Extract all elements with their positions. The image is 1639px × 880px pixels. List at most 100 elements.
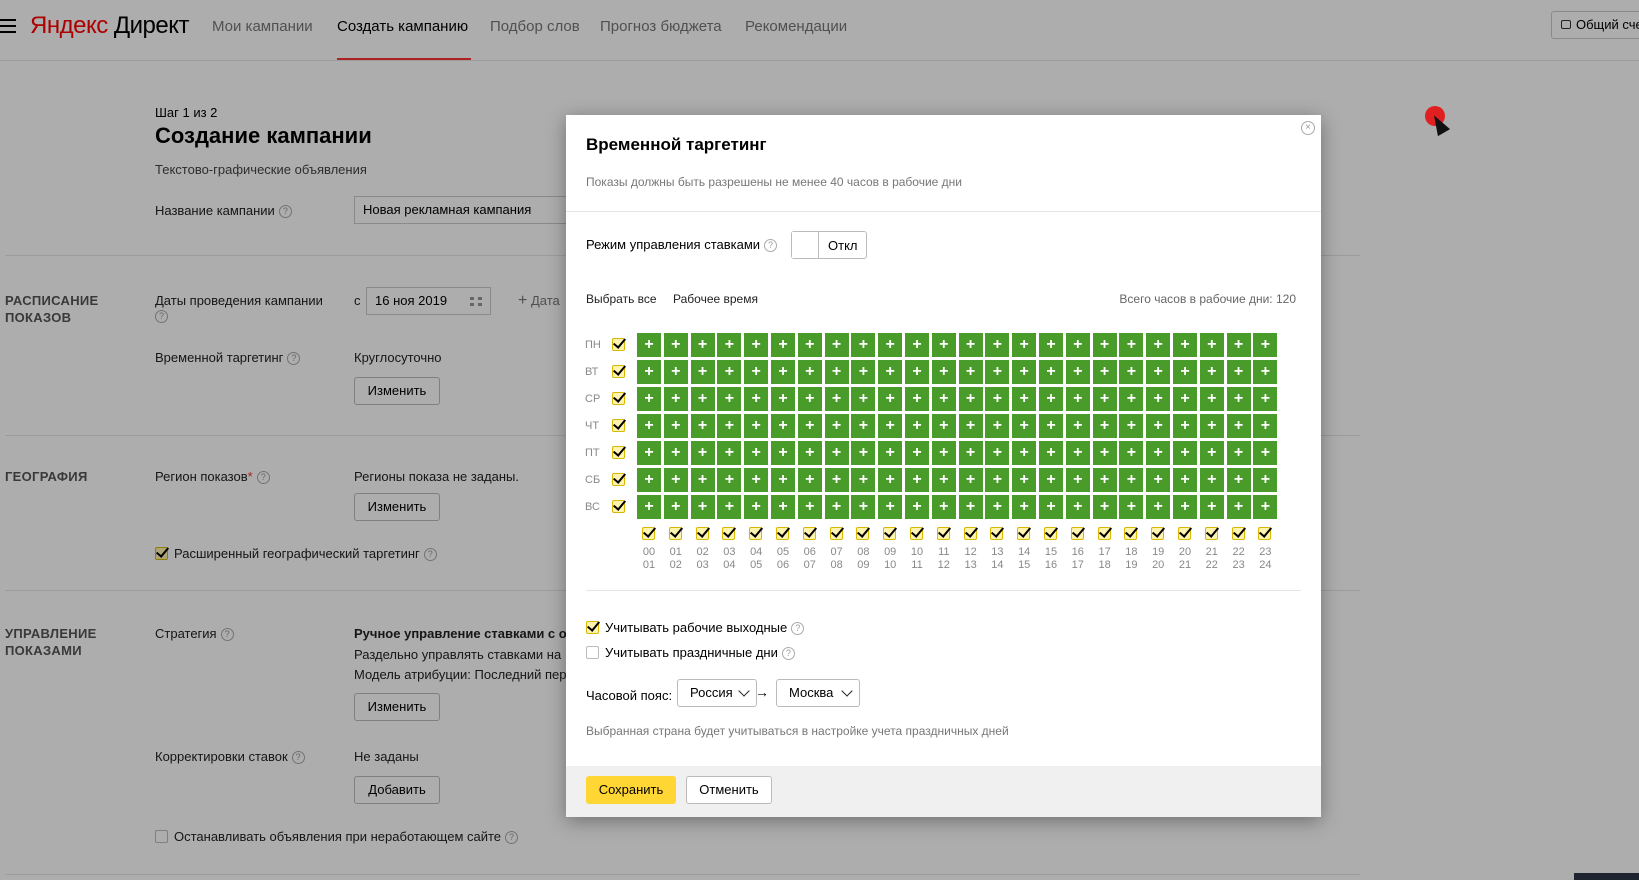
- country-select[interactable]: Россия: [677, 679, 757, 707]
- campaign-name-input[interactable]: Новая рекламная кампания: [354, 196, 584, 224]
- calendar-icon[interactable]: [470, 297, 482, 306]
- schedule-cell[interactable]: +: [1252, 440, 1279, 466]
- schedule-cell[interactable]: +: [662, 386, 689, 412]
- bid-mode-toggle[interactable]: Откл: [791, 231, 867, 259]
- schedule-cell[interactable]: +: [877, 386, 904, 412]
- schedule-cell[interactable]: +: [689, 467, 716, 493]
- schedule-cell[interactable]: +: [904, 359, 930, 385]
- select-all-link[interactable]: Выбрать все: [586, 292, 657, 306]
- schedule-cell[interactable]: +: [1038, 332, 1064, 358]
- schedule-cell[interactable]: +: [743, 467, 770, 493]
- schedule-cell[interactable]: +: [877, 413, 904, 439]
- schedule-cell[interactable]: +: [689, 386, 716, 412]
- day-checkbox[interactable]: [612, 338, 625, 351]
- schedule-cell[interactable]: +: [1038, 413, 1064, 439]
- schedule-cell[interactable]: +: [850, 467, 877, 493]
- hour-checkbox[interactable]: [802, 527, 816, 540]
- schedule-cell[interactable]: +: [743, 386, 770, 412]
- schedule-cell[interactable]: +: [689, 494, 716, 520]
- schedule-cell[interactable]: +: [904, 413, 930, 439]
- schedule-cell[interactable]: +: [1011, 359, 1038, 385]
- extended-geo-checkbox[interactable]: [155, 547, 168, 560]
- schedule-cell[interactable]: +: [850, 332, 877, 358]
- schedule-cell[interactable]: +: [930, 359, 957, 385]
- schedule-cell[interactable]: +: [770, 359, 796, 385]
- schedule-cell[interactable]: +: [877, 359, 904, 385]
- hour-checkbox[interactable]: [668, 527, 682, 540]
- schedule-cell[interactable]: +: [1118, 467, 1145, 493]
- schedule-cell[interactable]: +: [1118, 494, 1145, 520]
- schedule-cell[interactable]: +: [1145, 440, 1172, 466]
- schedule-cell[interactable]: +: [1064, 413, 1091, 439]
- schedule-cell[interactable]: +: [1038, 494, 1064, 520]
- schedule-cell[interactable]: +: [662, 494, 689, 520]
- help-icon[interactable]: ?: [220, 628, 234, 641]
- schedule-cell[interactable]: +: [984, 467, 1011, 493]
- schedule-cell[interactable]: +: [770, 467, 796, 493]
- schedule-cell[interactable]: +: [823, 413, 850, 439]
- schedule-cell[interactable]: +: [716, 440, 743, 466]
- schedule-cell[interactable]: +: [689, 440, 716, 466]
- schedule-cell[interactable]: +: [689, 359, 716, 385]
- hour-checkbox[interactable]: [749, 527, 763, 540]
- schedule-cell[interactable]: +: [1091, 359, 1118, 385]
- schedule-cell[interactable]: +: [1011, 413, 1038, 439]
- schedule-cell[interactable]: +: [636, 467, 662, 493]
- schedule-cell[interactable]: +: [1252, 494, 1279, 520]
- work-time-link[interactable]: Рабочее время: [673, 292, 758, 306]
- change-strategy-button[interactable]: Изменить: [354, 693, 440, 721]
- help-icon[interactable]: ?: [291, 751, 305, 764]
- schedule-cell[interactable]: +: [636, 332, 662, 358]
- schedule-cell[interactable]: +: [984, 386, 1011, 412]
- schedule-cell[interactable]: +: [1145, 494, 1172, 520]
- schedule-cell[interactable]: +: [1038, 386, 1064, 412]
- schedule-cell[interactable]: +: [716, 413, 743, 439]
- toggle-knob[interactable]: [792, 232, 819, 258]
- schedule-cell[interactable]: +: [930, 413, 957, 439]
- schedule-cell[interactable]: +: [1225, 467, 1252, 493]
- workdays-option[interactable]: Учитывать рабочие выходные?: [586, 620, 805, 635]
- schedule-cell[interactable]: +: [1064, 440, 1091, 466]
- schedule-cell[interactable]: +: [1145, 359, 1172, 385]
- schedule-cell[interactable]: +: [1038, 359, 1064, 385]
- holidays-checkbox[interactable]: [586, 646, 599, 659]
- schedule-cell[interactable]: +: [796, 359, 823, 385]
- schedule-cell[interactable]: +: [850, 386, 877, 412]
- city-select[interactable]: Москва: [776, 679, 860, 707]
- schedule-cell[interactable]: +: [1145, 386, 1172, 412]
- schedule-cell[interactable]: +: [1198, 359, 1225, 385]
- schedule-cell[interactable]: +: [770, 440, 796, 466]
- schedule-cell[interactable]: +: [930, 467, 957, 493]
- day-checkbox[interactable]: [612, 365, 625, 378]
- schedule-cell[interactable]: +: [689, 413, 716, 439]
- hour-checkbox[interactable]: [1258, 527, 1272, 540]
- schedule-cell[interactable]: +: [1252, 359, 1279, 385]
- cancel-button[interactable]: Отменить: [686, 776, 772, 804]
- schedule-cell[interactable]: +: [716, 359, 743, 385]
- schedule-cell[interactable]: +: [636, 494, 662, 520]
- schedule-cell[interactable]: +: [770, 494, 796, 520]
- hour-checkbox[interactable]: [963, 527, 977, 540]
- schedule-cell[interactable]: +: [823, 359, 850, 385]
- schedule-cell[interactable]: +: [1091, 413, 1118, 439]
- schedule-cell[interactable]: +: [823, 332, 850, 358]
- add-end-date-link[interactable]: + Дата: [518, 292, 560, 310]
- day-checkbox[interactable]: [612, 392, 625, 405]
- schedule-cell[interactable]: +: [1011, 386, 1038, 412]
- day-checkbox[interactable]: [612, 500, 625, 513]
- close-icon[interactable]: ×: [1301, 121, 1315, 135]
- schedule-cell[interactable]: +: [1118, 413, 1145, 439]
- schedule-cell[interactable]: +: [662, 440, 689, 466]
- hour-checkbox[interactable]: [1124, 527, 1138, 540]
- stop-ads-option[interactable]: Останавливать объявления при неработающе…: [155, 829, 519, 844]
- schedule-cell[interactable]: +: [1198, 440, 1225, 466]
- schedule-cell[interactable]: +: [1172, 494, 1198, 520]
- schedule-cell[interactable]: +: [1225, 413, 1252, 439]
- schedule-cell[interactable]: +: [957, 359, 984, 385]
- hour-checkbox[interactable]: [1017, 527, 1031, 540]
- schedule-cell[interactable]: +: [930, 440, 957, 466]
- schedule-cell[interactable]: +: [957, 386, 984, 412]
- nav-create-campaign[interactable]: Создать кампанию: [337, 18, 469, 35]
- schedule-cell[interactable]: +: [1091, 386, 1118, 412]
- schedule-cell[interactable]: +: [743, 494, 770, 520]
